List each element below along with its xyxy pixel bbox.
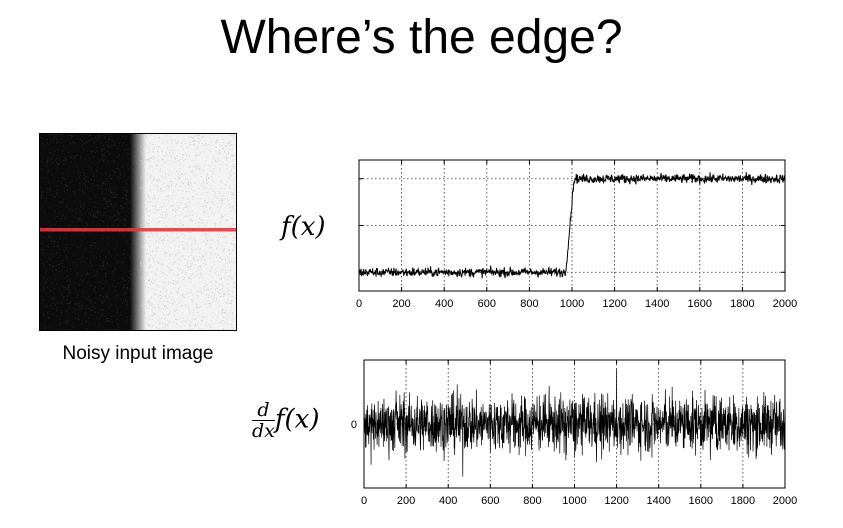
top-plot-ylabel: f(x) bbox=[281, 212, 326, 242]
derivative-fraction: d dx bbox=[252, 400, 275, 441]
derivative-numerator: d bbox=[252, 400, 275, 421]
top-tick-label-x: 2000 bbox=[773, 298, 797, 310]
top-series-line bbox=[358, 172, 786, 279]
derivative-function: f(x) bbox=[274, 404, 320, 435]
bottom-tick-label-x: 200 bbox=[397, 495, 415, 507]
bottom-tick-label-y: 0 bbox=[351, 419, 357, 431]
bottom-series-line bbox=[363, 369, 786, 477]
bottom-plot-ylabel: d dx f(x) bbox=[252, 400, 319, 441]
top-tick-label-x: 200 bbox=[392, 298, 410, 310]
edge-transition bbox=[130, 134, 146, 330]
bottom-frame bbox=[363, 359, 786, 489]
top-tick-label-x: 1000 bbox=[560, 298, 584, 310]
slide-title: Where’s the edge? bbox=[220, 11, 623, 64]
top-tick-label-x: 1800 bbox=[730, 298, 754, 310]
bottom-tick-label-x: 600 bbox=[481, 495, 499, 507]
top-frame bbox=[358, 159, 786, 292]
bottom-tick-label-x: 400 bbox=[439, 495, 457, 507]
top-tick-label-x: 800 bbox=[520, 298, 538, 310]
derivative-denominator: dx bbox=[252, 420, 275, 442]
noisy-input-image bbox=[39, 133, 237, 331]
bottom-tick-label-x: 1600 bbox=[689, 495, 713, 507]
bottom-tick-label-x: 800 bbox=[523, 495, 541, 507]
bottom-tick-label-x: 2000 bbox=[773, 495, 797, 507]
bottom-tick-label-x: 1000 bbox=[562, 495, 586, 507]
bottom-tick-label-x: 1800 bbox=[731, 495, 755, 507]
bottom-tick-label-x: 0 bbox=[361, 495, 367, 507]
dark-region bbox=[40, 134, 133, 330]
top-tick-label-x: 1400 bbox=[645, 298, 669, 310]
image-caption: Noisy input image bbox=[62, 343, 214, 364]
top-tick-label-x: 1200 bbox=[602, 298, 626, 310]
noisy-image-canvas bbox=[40, 134, 236, 330]
light-noise bbox=[140, 134, 236, 330]
bottom-tick-label-x: 1200 bbox=[604, 495, 628, 507]
top-tick-label-x: 600 bbox=[478, 298, 496, 310]
top-tick-label-x: 1600 bbox=[688, 298, 712, 310]
top-tick-label-x: 400 bbox=[435, 298, 453, 310]
top-tick-label-x: 0 bbox=[356, 298, 362, 310]
scanline-red-line bbox=[40, 228, 236, 232]
bottom-tick-label-x: 1400 bbox=[646, 495, 670, 507]
